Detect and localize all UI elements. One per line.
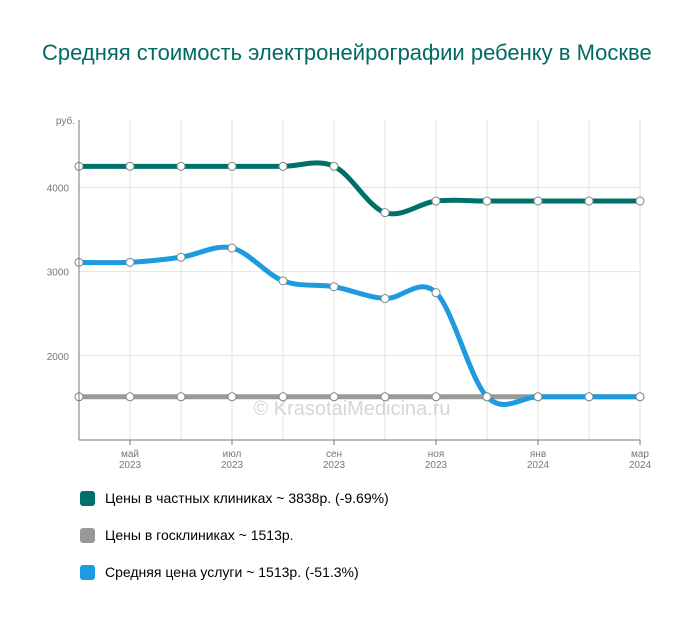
legend-item-average[interactable]: Средняя цена услуги ~ 1513р. (-51.3%) — [80, 562, 389, 582]
data-point-series-0 — [533, 196, 543, 206]
data-points — [74, 161, 645, 402]
data-point-series-1 — [227, 392, 237, 402]
data-point-series-0 — [431, 196, 441, 206]
data-point-series-0 — [278, 161, 288, 171]
x-tick-label-month: сен — [326, 449, 342, 460]
x-tick-label-year: 2024 — [629, 460, 652, 471]
axes: руб.200030004000май2023июл2023сен2023ноя… — [47, 115, 652, 471]
data-point-series-2 — [431, 288, 441, 298]
data-point-series-0 — [584, 196, 594, 206]
data-point-series-2 — [635, 392, 645, 402]
watermark: © KrasotaiMedicina.ru — [253, 398, 450, 420]
data-point-series-1 — [278, 392, 288, 402]
x-tick-label-year: 2024 — [527, 460, 550, 471]
x-tick-label-month: июл — [223, 449, 242, 460]
legend-swatch — [80, 490, 95, 506]
legend-swatch — [80, 527, 95, 543]
y-axis-unit: руб. — [56, 115, 75, 127]
y-tick-label: 4000 — [47, 183, 70, 194]
legend-label: Средняя цена услуги ~ 1513р. (-51.3%) — [105, 564, 359, 580]
series-line-0 — [76, 160, 643, 217]
data-point-series-2 — [584, 392, 594, 402]
x-tick-label-month: ноя — [428, 449, 445, 460]
data-point-series-0 — [482, 196, 492, 206]
legend-label: Цены в госклиниках ~ 1513р. — [105, 527, 294, 543]
data-point-series-2 — [227, 243, 237, 253]
data-point-series-1 — [125, 392, 135, 402]
legend-label: Цены в частных клиниках ~ 3838р. (-9.69%… — [105, 490, 389, 506]
x-tick-label-month: май — [121, 449, 139, 460]
data-point-series-2 — [380, 294, 390, 304]
x-tick-label-year: 2023 — [425, 460, 448, 471]
data-point-series-1 — [329, 392, 339, 402]
legend-swatch — [80, 564, 95, 580]
data-point-series-2 — [482, 392, 492, 402]
data-point-series-2 — [176, 252, 186, 262]
data-point-series-2 — [533, 392, 543, 402]
legend: Цены в частных клиниках ~ 3838р. (-9.69%… — [80, 488, 389, 599]
series-lines — [76, 160, 643, 408]
x-tick-label-year: 2023 — [119, 460, 142, 471]
data-point-series-1 — [431, 392, 441, 402]
chart-title: Средняя стоимость электронейрографии реб… — [42, 40, 652, 65]
legend-item-public[interactable]: Цены в госклиниках ~ 1513р. — [80, 525, 389, 545]
data-point-series-0 — [329, 161, 339, 171]
data-point-series-1 — [380, 392, 390, 402]
data-point-series-2 — [278, 276, 288, 286]
x-tick-label-year: 2023 — [323, 460, 346, 471]
data-point-series-2 — [125, 257, 135, 267]
line-chart: © KrasotaiMedicina.ru руб. 2000 3000 4000 ма… — [47, 115, 652, 471]
data-point-series-0 — [380, 208, 390, 218]
legend-item-private[interactable]: Цены в частных клиниках ~ 3838р. (-9.69%… — [80, 488, 389, 508]
y-tick-label: 3000 — [47, 268, 70, 279]
series-line-2 — [76, 244, 643, 408]
x-tick-label-month: янв — [530, 449, 546, 460]
data-point-series-0 — [176, 161, 186, 171]
data-point-series-1 — [176, 392, 186, 402]
data-point-series-0 — [227, 161, 237, 171]
data-point-series-0 — [125, 161, 135, 171]
data-point-series-2 — [329, 282, 339, 292]
data-point-series-0 — [635, 196, 645, 206]
x-tick-label-month: мар — [631, 449, 649, 460]
x-tick-label-year: 2023 — [221, 460, 244, 471]
y-tick-label: 2000 — [47, 352, 70, 363]
